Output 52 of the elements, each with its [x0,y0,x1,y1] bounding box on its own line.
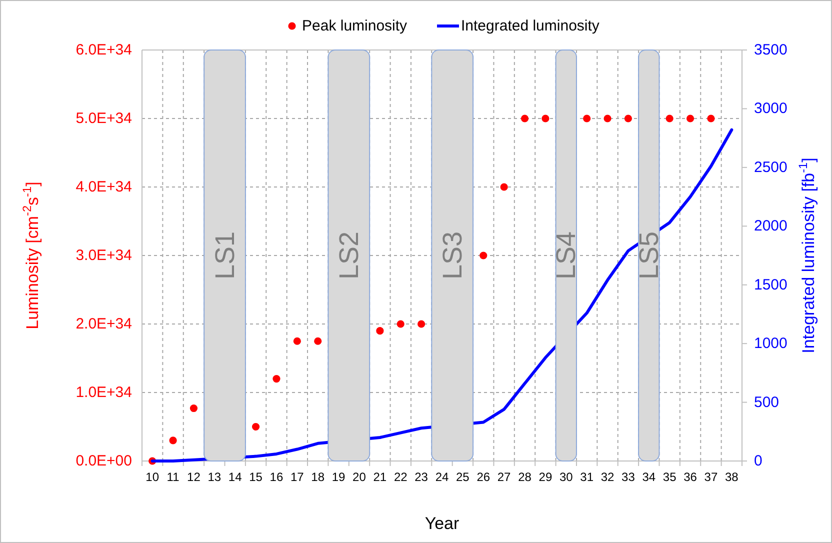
x-tick-label: 14 [228,470,242,484]
x-tick-label: 10 [146,470,160,484]
y2-tick-label: 3500 [754,42,788,58]
band-label: LS3 [437,231,468,280]
band-label: LS4 [551,231,582,280]
x-tick-label: 36 [684,470,698,484]
y-tick-label: 4.0E+34 [76,178,132,196]
x-tick-label: 21 [373,470,387,484]
x-tick-label: 30 [559,470,574,484]
y-tick-label: 0.0E+00 [76,452,132,470]
x-tick-label: 26 [476,470,490,484]
x-tick-label: 25 [456,470,470,484]
legend-label: Integrated luminosity [461,18,600,34]
y-tick-label: 5.0E+34 [76,110,132,127]
band-label: LS1 [210,231,240,280]
x-tick-label: 17 [290,470,304,484]
x-tick-label: 28 [518,470,532,484]
x-tick-label: 29 [538,470,552,484]
x-tick-label: 22 [394,470,408,484]
x-tick-label: 12 [187,470,201,484]
y-tick-label: 6.0E+34 [76,42,132,58]
band-label: LS2 [334,231,364,280]
y-tick-label: 1.0E+34 [76,384,132,401]
y-tick-label: 2.0E+34 [76,316,132,332]
y-tick-label: 3.0E+34 [76,247,132,264]
x-tick-label: 23 [414,470,428,484]
x-tick-label: 11 [166,470,180,484]
x-tick-label: 32 [600,470,615,484]
legend-label: Peak luminosity [302,18,408,34]
x-tick-label: 38 [724,470,739,484]
x-tick-label: 20 [352,470,366,484]
y2-tick-label: 1000 [754,335,788,352]
x-tick-label: 31 [580,470,594,484]
y2-tick-label: 0 [754,452,762,470]
band-label: LS5 [634,231,664,280]
x-tick-label: 35 [662,470,677,484]
y2-tick-label: 500 [754,394,780,411]
x-tick-label: 16 [270,470,284,484]
y2-tick-label: 1500 [754,276,788,294]
x-tick-label: 18 [311,470,325,484]
y2-tick-label: 2500 [754,158,788,176]
x-tick-label: 13 [208,470,222,484]
x-tick-label: 27 [497,470,512,484]
x-tick-label: 37 [704,470,718,484]
x-tick-label: 19 [332,470,346,484]
y2-tick-label: 2000 [754,218,788,235]
x-axis-title: Year [424,514,460,533]
x-tick-label: 24 [435,470,449,484]
x-tick-label: 34 [642,470,656,484]
x-tick-label: 33 [622,470,636,484]
y2-tick-label: 3000 [754,100,788,118]
x-tick-label: 15 [249,470,263,484]
